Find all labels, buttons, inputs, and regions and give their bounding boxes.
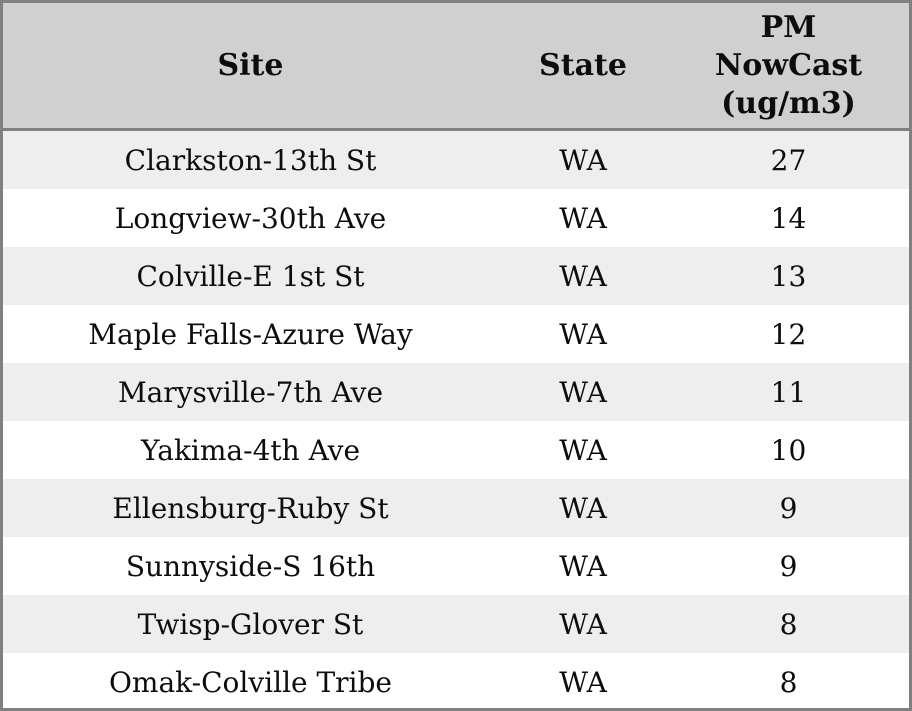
nowcast-cell: 11 [770, 375, 807, 409]
state-cell: WA [559, 259, 607, 293]
state-cell: WA [559, 665, 607, 699]
header-state: State [539, 47, 627, 83]
state-cell: WA [559, 607, 607, 641]
site-cell: Sunnyside-S 16th [125, 549, 376, 583]
table-row: Colville-E 1st St WA 13 [3, 247, 909, 305]
nowcast-cell: 12 [770, 317, 807, 351]
table-row: Longview-30th Ave WA 14 [3, 189, 909, 247]
table-row: Yakima-4th Ave WA 10 [3, 421, 909, 479]
nowcast-cell: 27 [770, 143, 807, 177]
site-cell: Colville-E 1st St [136, 259, 365, 293]
state-cell: WA [559, 433, 607, 467]
nowcast-cell: 9 [779, 491, 798, 525]
nowcast-cell: 8 [779, 665, 798, 699]
state-cell: WA [559, 549, 607, 583]
site-cell: Ellensburg-Ruby St [112, 491, 389, 525]
table-row: Marysville-7th Ave WA 11 [3, 363, 909, 421]
site-cell: Maple Falls-Azure Way [88, 317, 413, 351]
nowcast-cell: 14 [770, 201, 807, 235]
table-row: Clarkston-13th St WA 27 [3, 131, 909, 189]
table-header-row: Site State PM NowCast (ug/m3) [3, 3, 909, 131]
header-pm-nowcast: PM NowCast (ug/m3) [714, 9, 863, 121]
table-row: Twisp-Glover St WA 8 [3, 595, 909, 653]
table-row: Maple Falls-Azure Way WA 12 [3, 305, 909, 363]
table-row: Omak-Colville Tribe WA 8 [3, 653, 909, 708]
table-body: Clarkston-13th St WA 27 Longview-30th Av… [3, 131, 909, 708]
site-cell: Marysville-7th Ave [117, 375, 384, 409]
site-cell: Longview-30th Ave [114, 201, 387, 235]
nowcast-cell: 9 [779, 549, 798, 583]
site-cell: Clarkston-13th St [124, 143, 377, 177]
state-cell: WA [559, 375, 607, 409]
header-site: Site [217, 47, 284, 83]
state-cell: WA [559, 201, 607, 235]
table-row: Ellensburg-Ruby St WA 9 [3, 479, 909, 537]
site-cell: Twisp-Glover St [137, 607, 364, 641]
nowcast-cell: 8 [779, 607, 798, 641]
site-cell: Yakima-4th Ave [140, 433, 361, 467]
site-cell: Omak-Colville Tribe [108, 665, 393, 699]
nowcast-cell: 10 [770, 433, 807, 467]
table-row: Sunnyside-S 16th WA 9 [3, 537, 909, 595]
state-cell: WA [559, 143, 607, 177]
state-cell: WA [559, 491, 607, 525]
state-cell: WA [559, 317, 607, 351]
nowcast-cell: 13 [770, 259, 807, 293]
